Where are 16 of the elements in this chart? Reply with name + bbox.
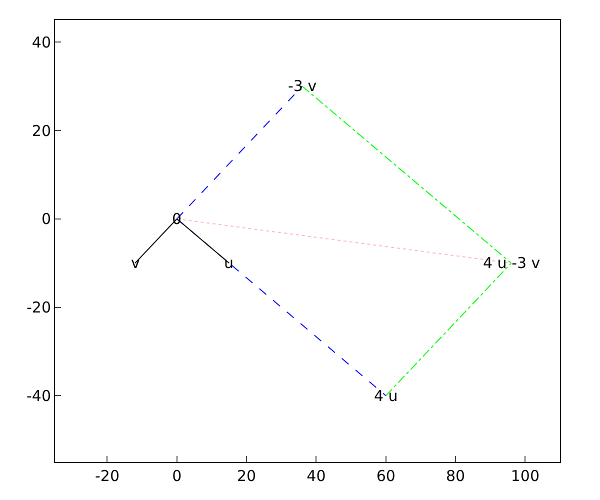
y-tick-label: -20: [26, 298, 51, 317]
annotation: 4 u -3 v: [483, 254, 540, 272]
x-tick-label: 80: [446, 467, 466, 485]
y-tick-label: 20: [32, 122, 51, 140]
x-tick-label: 0: [172, 467, 182, 485]
y-tick-label: -40: [26, 386, 51, 405]
annotation: -3 v: [288, 77, 317, 95]
annotation: v: [131, 254, 140, 272]
x-tick-label: 20: [237, 467, 256, 485]
y-tick-label: 40: [32, 33, 51, 52]
x-tick-label: -20: [94, 467, 120, 485]
x-tick-label: 60: [376, 467, 396, 485]
x-tick-label: 100: [510, 467, 540, 485]
x-tick-label: 40: [306, 467, 326, 485]
annotation: 4 u: [374, 387, 398, 405]
y-tick-label: 0: [41, 210, 51, 228]
